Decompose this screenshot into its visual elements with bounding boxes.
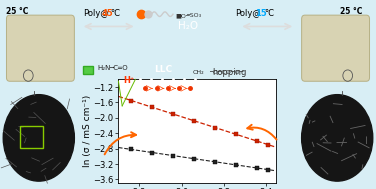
Text: H₂N: H₂N [97,65,110,71]
Circle shape [3,95,74,181]
Bar [83,66,92,74]
Text: H⁺: H⁺ [123,76,135,84]
Text: ■O─: ■O─ [175,13,190,18]
FancyBboxPatch shape [302,15,370,81]
Text: °C: °C [110,9,120,18]
Text: Poly@: Poly@ [235,9,261,18]
Text: 25 °C: 25 °C [340,7,362,16]
FancyBboxPatch shape [6,15,74,81]
Bar [20,126,43,148]
Text: 15: 15 [256,9,267,18]
Circle shape [302,95,373,181]
Text: CH₂: CH₂ [192,70,204,75]
Text: 45: 45 [101,9,113,18]
Text: H₂O: H₂O [178,22,198,31]
Text: °C: °C [264,9,274,18]
Text: hopping: hopping [212,68,247,77]
Text: ─SO₃: ─SO₃ [186,13,201,18]
Text: LLC: LLC [155,65,173,74]
Text: ─C═O: ─C═O [109,65,127,71]
Text: Poly@: Poly@ [83,9,109,18]
Y-axis label: ln (σ / mS cm⁻¹): ln (σ / mS cm⁻¹) [83,95,92,167]
Text: ─O─CO─O─: ─O─CO─O─ [209,70,244,75]
Text: 25 °C: 25 °C [6,7,29,16]
